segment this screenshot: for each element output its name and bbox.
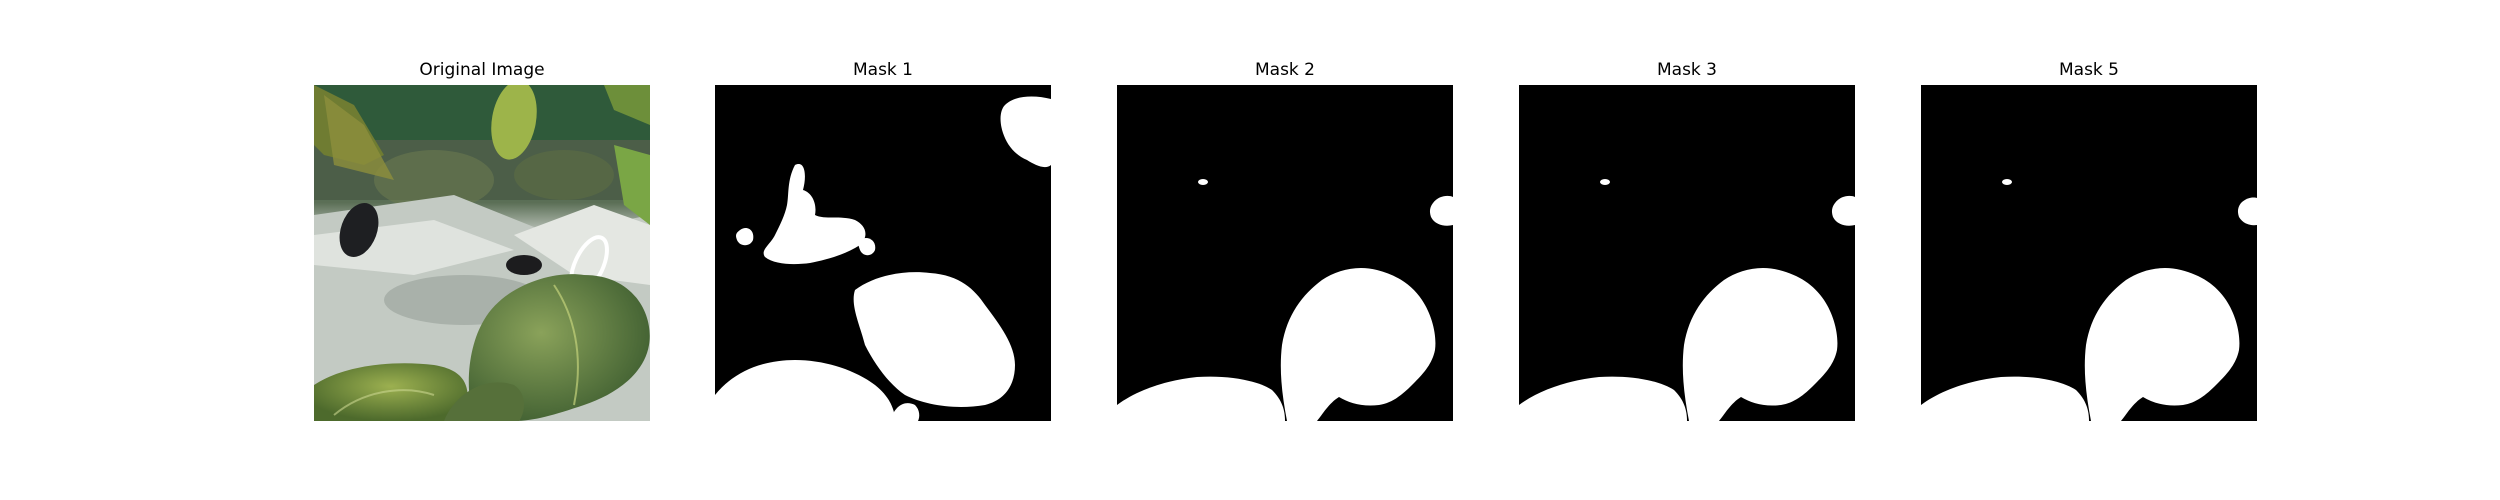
- mask-2-image: [1117, 85, 1453, 421]
- mask-image: [715, 85, 1051, 421]
- original-photo: [314, 85, 650, 421]
- mask-image: [1519, 85, 1855, 421]
- mask-1-image: [715, 85, 1051, 421]
- mask-image: [1921, 85, 2257, 421]
- panel-title: Original Image: [419, 60, 545, 80]
- panel-title: Mask 5: [2058, 60, 2119, 80]
- panel-title: Mask 3: [1656, 60, 1717, 80]
- mask-5-image: [1921, 85, 2257, 421]
- panel-title: Mask 1: [852, 60, 913, 80]
- mask-3-image: [1519, 85, 1855, 421]
- panel-title: Mask 2: [1254, 60, 1315, 80]
- original-image: [314, 85, 650, 421]
- mask-image: [1117, 85, 1453, 421]
